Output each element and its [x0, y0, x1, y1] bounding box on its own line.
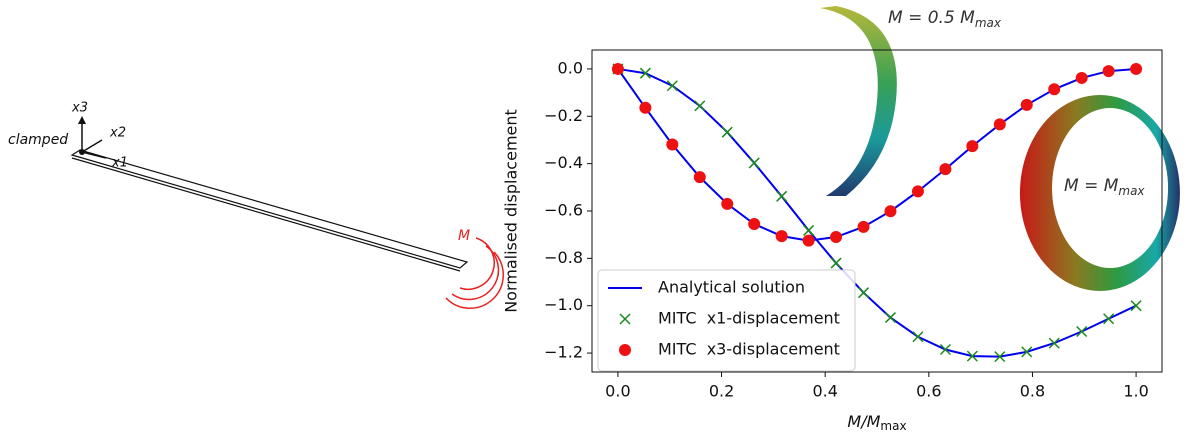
dot-marker — [993, 118, 1006, 131]
cross-marker — [912, 331, 924, 343]
cross-marker — [1021, 346, 1033, 358]
arrow — [78, 116, 86, 124]
y-tick-label: −0.2 — [544, 106, 583, 125]
beam — [70, 149, 469, 272]
annotation-sub: max — [1118, 184, 1145, 198]
legend-swatch — [619, 313, 631, 325]
y-tick-label: −1.2 — [544, 343, 583, 362]
x-axis-label: M/Mmax — [847, 412, 906, 433]
x-tick-label: 1.0 — [1123, 382, 1148, 401]
origin — [79, 149, 85, 155]
dot-marker — [775, 230, 788, 243]
label-clamped: clamped — [8, 132, 68, 148]
dot-marker — [802, 234, 815, 247]
dot-marker — [1020, 98, 1033, 111]
cross-marker — [666, 80, 678, 92]
annotation: M = 0.5 Mmax — [888, 8, 1002, 30]
legend-label: MITC x3-displacement — [658, 340, 840, 359]
cross-marker — [721, 126, 733, 138]
y-tick-label: −0.8 — [544, 248, 583, 267]
cross-marker — [884, 312, 897, 324]
deformed-shape — [1019, 95, 1180, 291]
cross-marker — [1130, 300, 1142, 312]
label-x3: x3 — [71, 101, 88, 116]
dot-marker — [1130, 62, 1143, 75]
y-tick-label: 0.0 — [558, 58, 583, 77]
cross-marker — [857, 287, 870, 299]
axis-x2 — [81, 139, 103, 153]
cross-marker — [939, 343, 951, 356]
moment-arrows — [445, 237, 504, 309]
axis-x1 — [81, 151, 107, 159]
label-x2: x2 — [109, 126, 126, 141]
dot-marker — [857, 220, 870, 233]
dot-marker — [611, 62, 624, 75]
dot-marker — [884, 205, 897, 218]
cross-marker — [1048, 337, 1060, 349]
dot-marker — [721, 197, 734, 210]
beam-diagram: x3 x2 x1 clamped M — [8, 101, 504, 309]
cross-marker — [1103, 313, 1115, 325]
x-tick-label: 0.0 — [605, 382, 630, 401]
cross-marker — [994, 351, 1006, 363]
x-axis-label-sub: max — [880, 419, 906, 433]
dot-marker — [693, 171, 706, 184]
annotation-main: M = 0.5 M — [888, 8, 975, 28]
cross-marker — [776, 190, 788, 202]
annotation: M = Mmax — [1064, 176, 1145, 198]
cross-marker — [966, 350, 978, 362]
cross-marker — [803, 224, 815, 236]
dot-marker — [666, 138, 679, 151]
y-tick-label: −0.4 — [544, 153, 583, 172]
legend-label: Analytical solution — [658, 278, 805, 297]
cross-marker — [1076, 325, 1088, 338]
dot-marker — [748, 218, 761, 231]
cross-marker — [748, 157, 760, 169]
annotation-main: M = M — [1064, 176, 1119, 196]
cross-marker — [694, 100, 706, 112]
x-tick-label: 0.4 — [812, 382, 837, 401]
annotation-sub: max — [975, 16, 1002, 30]
label-moment: M — [458, 228, 470, 244]
x-tick-label: 0.2 — [709, 382, 734, 401]
cross-marker — [830, 257, 842, 269]
dot-marker — [911, 185, 924, 198]
y-axis-label: Normalised displacement — [502, 109, 521, 313]
legend-box — [597, 269, 856, 372]
dot-marker — [830, 231, 843, 244]
dot-marker — [1075, 71, 1088, 84]
dot-marker — [1048, 83, 1061, 96]
y-tick-label: −1.0 — [544, 295, 583, 314]
x-axis-label-main: M/M — [847, 412, 880, 431]
x-tick-label: 0.6 — [916, 382, 941, 401]
cross-marker — [639, 67, 651, 79]
dot-marker — [639, 101, 652, 114]
deformed-shape — [820, 6, 897, 196]
dot-marker — [966, 140, 979, 153]
label-x1: x1 — [111, 156, 128, 171]
legend-label: MITC x1-displacement — [658, 309, 840, 328]
y-tick-label: −0.6 — [544, 201, 583, 220]
dot-marker — [939, 163, 952, 176]
x-tick-label: 0.8 — [1020, 382, 1045, 401]
dot-marker — [1102, 65, 1115, 78]
legend-swatch — [619, 344, 631, 356]
